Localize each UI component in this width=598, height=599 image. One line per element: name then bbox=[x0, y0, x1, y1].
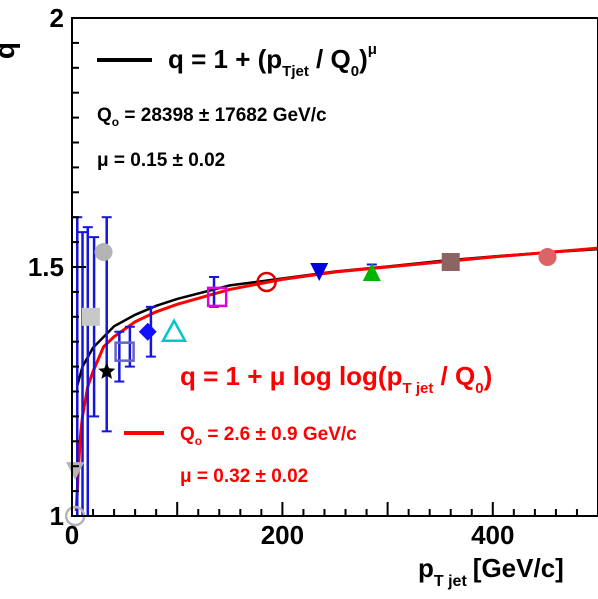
x-axis-label-unit: [GeV/c] bbox=[473, 553, 564, 583]
legend-param-q0-black: Qo = 28398 ± 17682 GeV/c bbox=[97, 105, 327, 129]
legend-formula-power: q = 1 + (pTjet / Q0)μ bbox=[168, 41, 377, 80]
x-tick-label: 0 bbox=[65, 520, 79, 550]
data-point-triangle-open bbox=[160, 318, 188, 342]
y-tick-label: 1.5 bbox=[28, 252, 64, 282]
legend-formula-loglog: q = 1 + μ log log(pT jet / Q0) bbox=[180, 361, 492, 397]
data-point-circle bbox=[538, 248, 557, 267]
data-point-circle bbox=[94, 243, 113, 262]
data-point-star bbox=[98, 362, 116, 379]
legend-param-q0-red: Qo = 2.6 ± 0.9 GeV/c bbox=[180, 424, 357, 448]
data-point-triangle-down bbox=[310, 262, 329, 281]
x-axis-label-prefix: p bbox=[418, 553, 434, 583]
legend-param-mu-black: μ = 0.15 ± 0.02 bbox=[97, 150, 225, 171]
data-point-triangle bbox=[362, 262, 381, 281]
data-point-square-open bbox=[114, 341, 135, 362]
legend-param-mu-red: μ = 0.32 ± 0.02 bbox=[180, 466, 308, 487]
data-point-square-open bbox=[206, 286, 228, 308]
y-tick-label: 2 bbox=[50, 3, 64, 33]
x-axis-label-sub: T jet bbox=[434, 573, 468, 590]
legend-fit-loglog: q = 1 + μ log log(pT jet / Q0) Qo = 2.6 … bbox=[124, 361, 492, 487]
x-tick-label: 200 bbox=[261, 520, 304, 550]
y-tick-label: 1 bbox=[50, 501, 64, 531]
x-axis-label: pT jet [GeV/c] bbox=[418, 553, 564, 590]
legend-fit-power: q = 1 + (pTjet / Q0)μ Qo = 28398 ± 17682… bbox=[97, 41, 377, 171]
data-markers bbox=[64, 243, 557, 527]
data-point-square bbox=[81, 307, 100, 326]
data-point-square bbox=[441, 253, 460, 272]
data-point-triangle-down bbox=[66, 462, 85, 481]
data-point-diamond bbox=[138, 322, 157, 341]
axis-ticks: 0 200 400 1 1.5 2 bbox=[28, 3, 598, 550]
x-tick-label: 400 bbox=[471, 520, 514, 550]
y-axis-label: q bbox=[0, 42, 20, 59]
data-point-circle-open bbox=[256, 271, 277, 293]
svg-text:pT jet[GeV/c]: pT jet [GeV/c] bbox=[418, 553, 564, 590]
